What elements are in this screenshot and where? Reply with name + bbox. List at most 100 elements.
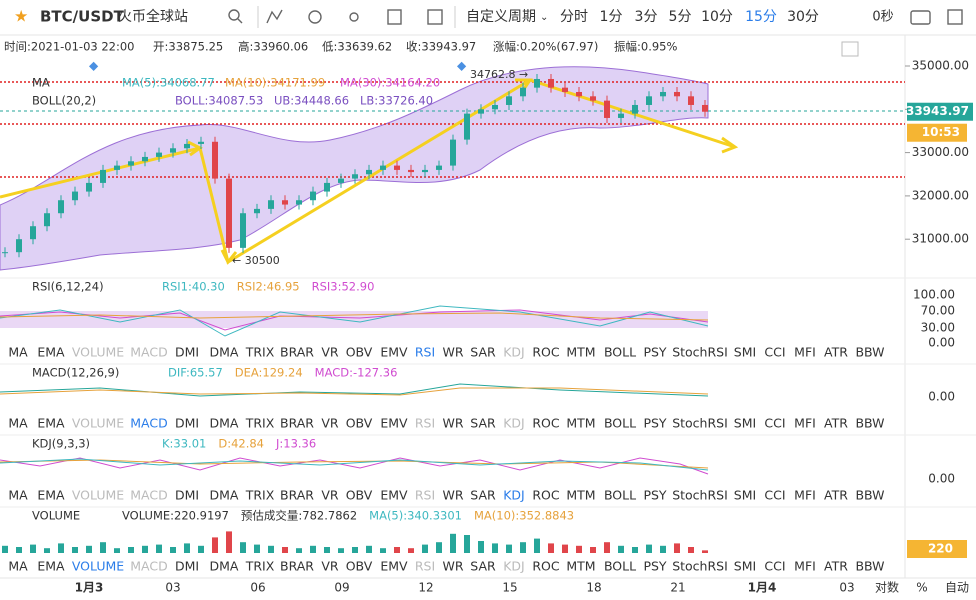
indicator-tab[interactable]: OBV: [346, 345, 373, 360]
indicator-tab[interactable]: MACD: [130, 559, 167, 574]
indicator-tab[interactable]: ATR: [824, 345, 848, 360]
indicator-tab[interactable]: SMI: [734, 416, 756, 431]
indicator-tab[interactable]: VR: [321, 488, 339, 503]
indicator-tab[interactable]: BOLL: [604, 345, 636, 360]
indicator-tab[interactable]: ATR: [824, 488, 848, 503]
indicator-tab[interactable]: SMI: [734, 559, 756, 574]
axis-control[interactable]: %: [916, 581, 927, 595]
indicator-tab[interactable]: SAR: [470, 416, 496, 431]
indicator-tab[interactable]: OBV: [346, 488, 373, 503]
indicator-tab[interactable]: BBW: [855, 559, 884, 574]
star-icon[interactable]: ★: [14, 7, 28, 26]
indicator-tab[interactable]: MA: [8, 345, 28, 360]
indicator-tab[interactable]: VR: [321, 345, 339, 360]
indicator-tab[interactable]: MFI: [794, 488, 816, 503]
indicator-tab[interactable]: PSY: [643, 488, 666, 503]
interval-button[interactable]: 30分: [787, 9, 819, 25]
indicator-tab[interactable]: BBW: [855, 488, 884, 503]
indicator-tab[interactable]: WR: [442, 559, 463, 574]
indicator-tab[interactable]: DMI: [175, 345, 199, 360]
indicator-tab[interactable]: VR: [321, 559, 339, 574]
indicator-tab[interactable]: RSI: [415, 345, 435, 360]
camera-icon[interactable]: [910, 10, 931, 25]
indicator-tab[interactable]: StochRSI: [672, 416, 728, 431]
fullscreen-icon[interactable]: [947, 9, 963, 25]
indicator-tab[interactable]: SMI: [734, 345, 756, 360]
indicator-tab[interactable]: ROC: [532, 559, 560, 574]
indicator-tab[interactable]: VOLUME: [72, 559, 124, 574]
indicator-tab[interactable]: ATR: [824, 416, 848, 431]
indicator-tab[interactable]: BRAR: [280, 559, 314, 574]
interval-button[interactable]: 3分: [635, 9, 658, 25]
axis-control[interactable]: 对数: [875, 580, 899, 595]
theme-icon[interactable]: [349, 12, 359, 22]
indicator-tab[interactable]: CCI: [764, 345, 785, 360]
indicator-tab[interactable]: WR: [442, 345, 463, 360]
indicator-tab[interactable]: BOLL: [604, 559, 636, 574]
indicator-tab[interactable]: MFI: [794, 345, 816, 360]
indicator-tab[interactable]: MACD: [130, 416, 167, 431]
interval-button[interactable]: 分时: [560, 9, 588, 25]
indicator-tab[interactable]: CCI: [764, 488, 785, 503]
indicator-tab[interactable]: RSI: [415, 488, 435, 503]
indicator-tab[interactable]: TRIX: [245, 559, 275, 574]
indicator-tab[interactable]: MTM: [566, 345, 595, 360]
indicator-tab[interactable]: MTM: [566, 488, 595, 503]
interval-button[interactable]: 15分: [745, 9, 777, 25]
indicator-tab[interactable]: BOLL: [604, 488, 636, 503]
indicator-tab[interactable]: BRAR: [280, 488, 314, 503]
indicator-tab[interactable]: PSY: [643, 559, 666, 574]
indicator-tab[interactable]: EMA: [37, 488, 65, 503]
indicator-tab[interactable]: OBV: [346, 559, 373, 574]
indicator-tab[interactable]: MFI: [794, 559, 816, 574]
indicator-tab[interactable]: RSI: [415, 559, 435, 574]
indicator-tab[interactable]: DMI: [175, 488, 199, 503]
interval-button[interactable]: 5分: [669, 9, 692, 25]
indicator-tab[interactable]: BRAR: [280, 416, 314, 431]
indicator-tab[interactable]: MACD: [130, 488, 167, 503]
picture-icon[interactable]: [427, 9, 443, 25]
indicator-tab[interactable]: PSY: [643, 416, 666, 431]
indicator-tab[interactable]: DMA: [210, 345, 239, 360]
indicator-tab[interactable]: WR: [442, 488, 463, 503]
indicator-tab[interactable]: DMA: [210, 488, 239, 503]
indicator-tab[interactable]: SAR: [470, 559, 496, 574]
indicator-tab[interactable]: BRAR: [280, 345, 314, 360]
indicator-tab[interactable]: TRIX: [245, 416, 275, 431]
indicator-tab[interactable]: DMI: [175, 559, 199, 574]
indicator-tab[interactable]: DMA: [210, 416, 239, 431]
interval-button[interactable]: 1分: [600, 9, 623, 25]
indicator-tab[interactable]: EMA: [37, 416, 65, 431]
indicator-tab[interactable]: EMA: [37, 345, 65, 360]
indicator-tab[interactable]: CCI: [764, 559, 785, 574]
indicator-tab[interactable]: MA: [8, 488, 28, 503]
indicator-tab[interactable]: MA: [8, 416, 28, 431]
indicator-tab[interactable]: VOLUME: [72, 416, 124, 431]
indicator-tab[interactable]: RSI: [415, 416, 435, 431]
indicator-tab[interactable]: VOLUME: [72, 488, 124, 503]
drawing-tool-icon[interactable]: [841, 41, 859, 57]
indicator-tab[interactable]: KDJ: [503, 345, 525, 360]
indicator-tab[interactable]: StochRSI: [672, 345, 728, 360]
indicator-tab[interactable]: StochRSI: [672, 559, 728, 574]
interval-button[interactable]: 10分: [701, 9, 733, 25]
indicator-tab[interactable]: VR: [321, 416, 339, 431]
indicator-tab[interactable]: EMV: [380, 416, 408, 431]
custom-period[interactable]: 自定义周期: [466, 9, 536, 25]
indicator-tab[interactable]: WR: [442, 416, 463, 431]
indicator-tab[interactable]: ROC: [532, 345, 560, 360]
indicator-tab[interactable]: ROC: [532, 416, 560, 431]
indicator-tab[interactable]: KDJ: [503, 416, 525, 431]
indicator-tab[interactable]: DMI: [175, 416, 199, 431]
indicator-tab[interactable]: BBW: [855, 345, 884, 360]
indicator-tab[interactable]: MA: [8, 559, 28, 574]
indicator-tab[interactable]: OBV: [346, 416, 373, 431]
indicator-tab[interactable]: KDJ: [503, 488, 525, 503]
indicator-tab[interactable]: SMI: [734, 488, 756, 503]
indicator-tab[interactable]: MACD: [130, 345, 167, 360]
indicator-tab[interactable]: StochRSI: [672, 488, 728, 503]
indicator-tab[interactable]: TRIX: [245, 345, 275, 360]
indicator-tab[interactable]: EMV: [380, 559, 408, 574]
indicator-tab[interactable]: VOLUME: [72, 345, 124, 360]
indicator-tab[interactable]: MFI: [794, 416, 816, 431]
